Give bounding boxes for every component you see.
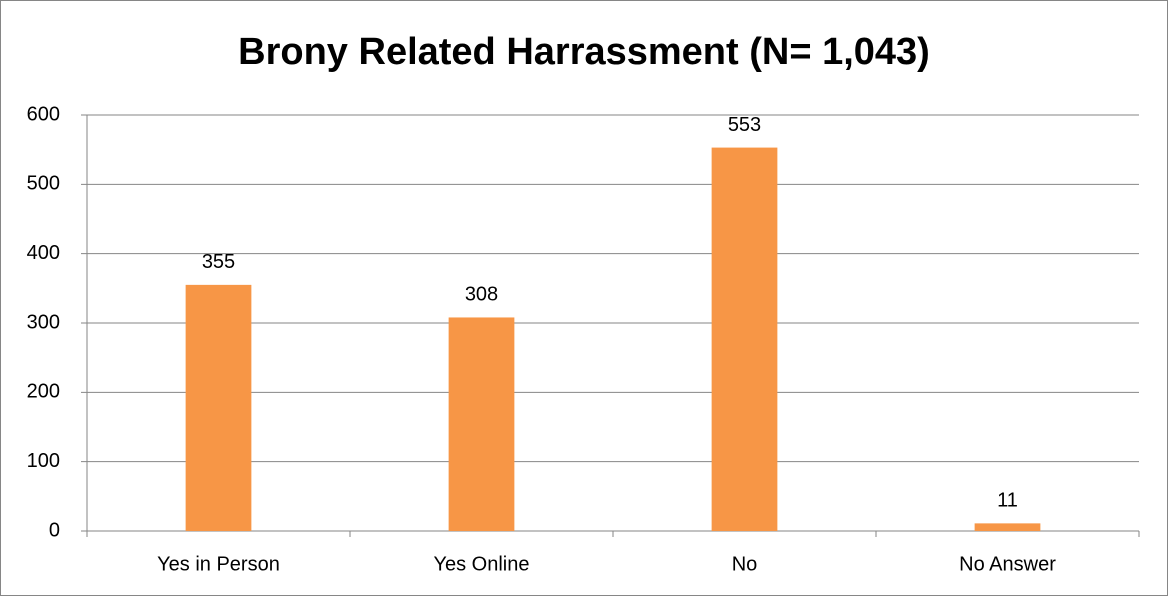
bar bbox=[974, 523, 1041, 531]
data-label: 553 bbox=[728, 114, 761, 136]
data-label: 308 bbox=[465, 284, 498, 306]
y-tick-label: 100 bbox=[27, 450, 60, 472]
x-tick-label: No Answer bbox=[959, 553, 1056, 575]
y-tick-label: 500 bbox=[27, 173, 60, 195]
chart-title: Brony Related Harrassment (N= 1,043) bbox=[238, 31, 930, 73]
bar bbox=[185, 284, 252, 531]
y-tick-label: 0 bbox=[49, 519, 60, 541]
x-tick-label: Yes Online bbox=[434, 553, 530, 575]
x-tick-label: Yes in Person bbox=[157, 553, 280, 575]
data-label: 355 bbox=[202, 251, 235, 273]
y-tick-label: 200 bbox=[27, 381, 60, 403]
y-tick-label: 400 bbox=[27, 242, 60, 264]
data-label: 11 bbox=[997, 490, 1018, 512]
y-tick-label: 600 bbox=[27, 103, 60, 125]
y-tick-label: 300 bbox=[27, 311, 60, 333]
bar bbox=[711, 147, 778, 531]
x-tick-label: No bbox=[732, 553, 758, 575]
bar bbox=[448, 317, 515, 531]
